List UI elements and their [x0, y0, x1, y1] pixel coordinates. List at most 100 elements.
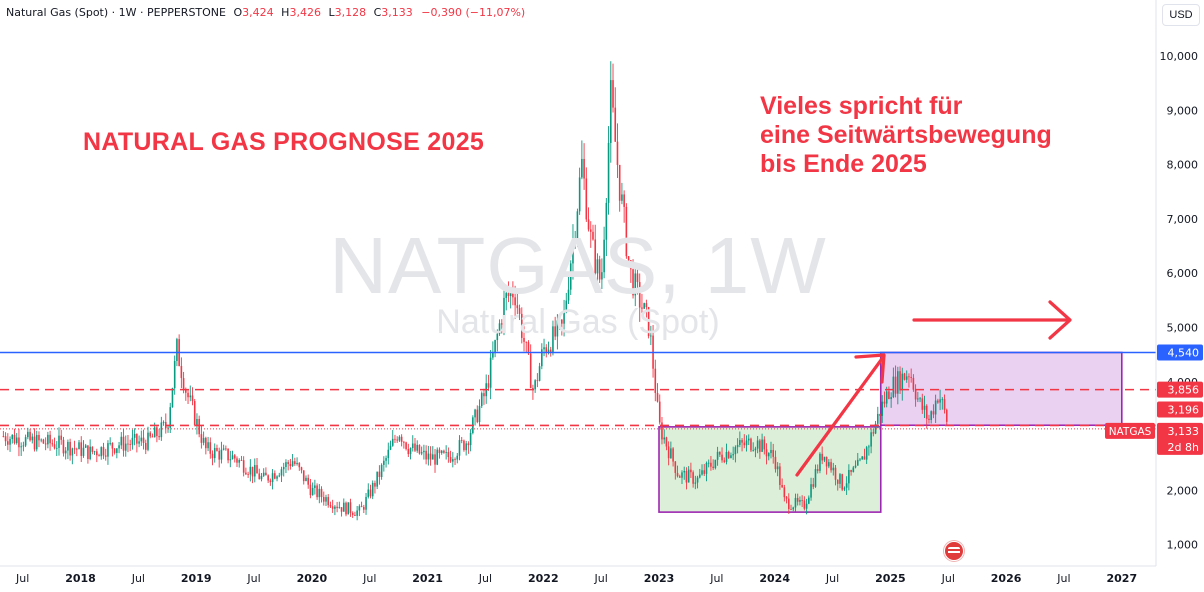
- candle-body: [144, 442, 147, 450]
- candle-body: [859, 459, 861, 461]
- candle-body: [329, 505, 332, 507]
- candle-body: [271, 473, 274, 483]
- candle-body: [409, 448, 412, 455]
- candle-body: [792, 507, 795, 510]
- candle-body: [885, 391, 888, 404]
- candle-body: [612, 80, 614, 108]
- candle-body: [205, 437, 207, 449]
- annotation-title[interactable]: NATURAL GAS PROGNOSE 2025: [83, 128, 485, 156]
- candle-body: [233, 455, 236, 459]
- candle-body: [124, 443, 127, 451]
- candle-body: [443, 450, 445, 453]
- candle-body: [391, 438, 394, 446]
- candle-body: [845, 483, 848, 488]
- annotation-note[interactable]: Vieles spricht für eine Seitwärtsbewegun…: [760, 92, 1052, 178]
- candle-body: [676, 472, 679, 477]
- candle-body: [131, 437, 134, 445]
- candle-body: [921, 398, 924, 410]
- candle-body: [876, 413, 879, 424]
- candle-body: [754, 448, 757, 451]
- candle-body: [334, 506, 336, 509]
- candle-body: [189, 395, 192, 398]
- close-value: 3,133: [381, 6, 413, 19]
- candle-body: [227, 448, 229, 461]
- candle-body: [153, 427, 156, 438]
- candle-body: [151, 436, 154, 438]
- candle-body: [156, 427, 158, 437]
- candle-body: [930, 411, 932, 420]
- candle-body: [180, 366, 183, 379]
- candle-body: [897, 371, 899, 394]
- candle-body: [803, 500, 806, 509]
- candle-body: [434, 454, 436, 465]
- x-tick-label: 2018: [65, 572, 96, 585]
- candle-body: [438, 449, 441, 454]
- candle-body: [73, 448, 76, 450]
- breakout-arrow-head: [854, 353, 886, 384]
- candle-body: [380, 464, 383, 477]
- candle-body: [418, 444, 421, 454]
- candle-body: [44, 443, 47, 445]
- candle-body: [158, 436, 160, 438]
- candle-body: [405, 442, 407, 450]
- candle-body: [710, 462, 712, 467]
- candle-body: [236, 458, 238, 463]
- low-value: 3,128: [334, 6, 367, 19]
- candle-body: [687, 469, 690, 483]
- candle-body: [779, 466, 781, 486]
- candle-body: [772, 449, 775, 457]
- candle-body: [736, 444, 739, 448]
- watermark-ticker: NATGAS, 1W: [329, 221, 827, 310]
- candle-body: [565, 300, 568, 310]
- candle-body: [638, 282, 641, 308]
- candle-body: [739, 440, 741, 445]
- candle-body: [358, 506, 361, 511]
- candle-body: [55, 447, 58, 449]
- candle-body: [171, 388, 174, 408]
- currency-button[interactable]: USD: [1162, 4, 1200, 26]
- candle-body: [825, 456, 828, 467]
- candle-body: [848, 469, 850, 484]
- candle-body: [505, 293, 508, 298]
- candle-body: [899, 371, 901, 391]
- candle-body: [267, 475, 269, 481]
- candle-body: [683, 470, 686, 473]
- candle-body: [447, 452, 450, 458]
- candle-body: [545, 347, 548, 353]
- candle-body: [636, 273, 639, 283]
- candle-body: [632, 269, 634, 296]
- candle-body: [856, 459, 859, 466]
- candle-body: [894, 376, 897, 394]
- x-tick-label: Jul: [1056, 572, 1070, 585]
- candle-body: [759, 440, 761, 452]
- candle-body: [225, 448, 227, 450]
- candle-body: [799, 500, 801, 502]
- candle-body: [11, 434, 14, 439]
- candle-body: [436, 449, 439, 465]
- candle-body: [278, 475, 281, 477]
- candle-body: [547, 349, 550, 353]
- candle-body: [62, 439, 65, 454]
- candle-body: [863, 456, 866, 460]
- us-flag-event-icon[interactable]: [944, 541, 964, 561]
- candle-body: [908, 376, 910, 378]
- candle-body: [93, 451, 96, 453]
- candle-body: [309, 484, 312, 496]
- candle-body: [661, 422, 663, 440]
- candle-body: [489, 357, 492, 388]
- candle-body: [703, 470, 706, 474]
- candle-body: [182, 378, 185, 391]
- candle-body: [256, 465, 258, 474]
- candle-body: [75, 448, 78, 450]
- candle-body: [469, 432, 472, 446]
- candle-body: [634, 273, 637, 296]
- price-tag-value: 3,196: [1168, 403, 1200, 416]
- candle-body: [578, 177, 581, 212]
- x-tick-label: Jul: [362, 572, 376, 585]
- candle-body: [60, 435, 63, 440]
- candle-body: [322, 497, 325, 502]
- candle-body: [937, 400, 939, 403]
- candle-body: [674, 461, 677, 473]
- candle-body: [690, 469, 692, 473]
